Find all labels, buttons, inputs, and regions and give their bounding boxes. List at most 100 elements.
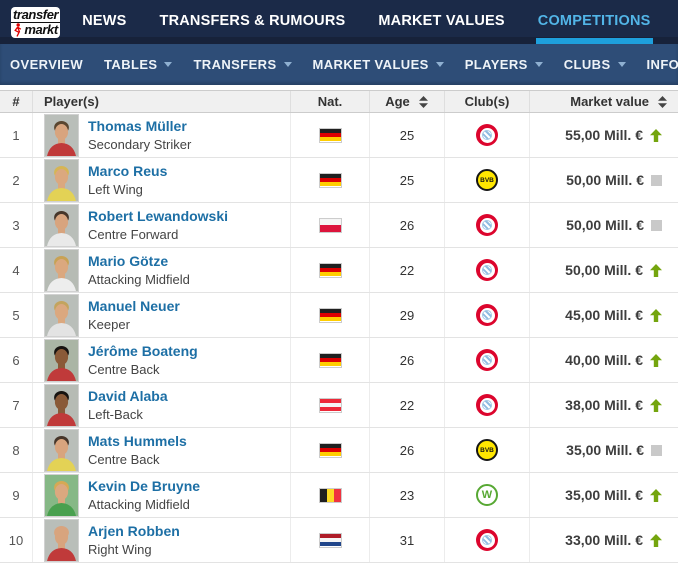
flag-austria <box>319 398 341 412</box>
market-value-table: # Player(s) Nat. Age Club(s) Market valu… <box>0 90 678 563</box>
trend-up-icon <box>650 128 662 142</box>
player-age: 22 <box>399 397 415 413</box>
flag-germany <box>319 308 341 322</box>
player-rank: 10 <box>8 532 24 548</box>
table-body: 1 Thomas Müller Secondary Striker 25 55,… <box>0 113 678 563</box>
player-age: 23 <box>399 487 415 503</box>
chevron-down-icon <box>617 62 626 67</box>
club-logo-borussia-dortmund: BVB <box>476 169 498 191</box>
club-logo-link[interactable] <box>476 214 498 236</box>
logo-text-markt: markt <box>24 22 58 37</box>
table-row: 7 David Alaba Left-Back 22 38,00 Mill. € <box>0 383 678 428</box>
player-name-link[interactable]: Kevin De Bruyne <box>88 477 201 494</box>
sort-icon-age[interactable] <box>418 95 429 108</box>
transfermarkt-logo[interactable]: transfer markt <box>11 6 61 38</box>
top-navigation: transfer markt NEWS TRANSFERS & RUMOURS MA… <box>0 0 678 44</box>
flag-belgium <box>319 488 341 502</box>
subnav-item-clubs[interactable]: CLUBS <box>564 57 626 72</box>
trend-up-icon <box>650 263 662 277</box>
flag-germany <box>319 263 341 277</box>
market-value: 55,00 Mill. € <box>565 127 643 143</box>
subnav-item-players[interactable]: PLAYERS <box>465 57 543 72</box>
flag-germany <box>319 173 341 187</box>
subnav-item-market-values[interactable]: MARKET VALUES <box>313 57 444 72</box>
subnav-item-information-fa[interactable]: INFORMATION & FA <box>646 57 678 72</box>
player-name-link[interactable]: Arjen Robben <box>88 522 180 539</box>
club-logo-link[interactable]: W <box>476 484 498 506</box>
table-row: 10 Arjen Robben Right Wing 31 33,00 Mill… <box>0 518 678 563</box>
player-rank: 6 <box>12 352 20 368</box>
player-name-link[interactable]: David Alaba <box>88 387 168 404</box>
player-rank: 5 <box>12 307 20 323</box>
club-logo-bayern-munich <box>476 214 498 236</box>
market-value: 45,00 Mill. € <box>565 307 643 323</box>
column-header-player: Player(s) <box>33 91 291 112</box>
table-row: 3 Robert Lewandowski Centre Forward 26 5… <box>0 203 678 248</box>
player-rank: 4 <box>12 262 20 278</box>
player-name-link[interactable]: Jérôme Boateng <box>88 342 198 359</box>
market-value: 50,00 Mill. € <box>566 172 644 188</box>
player-position: Centre Back <box>88 361 160 377</box>
logo-text-transfer: transfer <box>11 7 61 23</box>
player-name-link[interactable]: Thomas Müller <box>88 117 187 134</box>
club-logo-link[interactable] <box>476 124 498 146</box>
player-rank: 3 <box>12 217 20 233</box>
column-header-market-value: Market value <box>530 91 678 112</box>
club-logo-link[interactable] <box>476 529 498 551</box>
topnav-item-transfers-rumours[interactable]: TRANSFERS & RUMOURS <box>159 13 346 29</box>
flag-netherlands <box>319 533 341 547</box>
club-logo-link[interactable] <box>476 349 498 371</box>
subnav-item-transfers[interactable]: TRANSFERS <box>193 57 292 72</box>
player-age: 25 <box>399 172 415 188</box>
player-rank: 2 <box>12 172 20 188</box>
subnav-item-tables[interactable]: TABLES <box>104 57 173 72</box>
player-age: 31 <box>399 532 415 548</box>
player-age: 29 <box>399 307 415 323</box>
market-value: 50,00 Mill. € <box>566 217 644 233</box>
player-photo <box>45 294 78 336</box>
flag-germany <box>319 443 341 457</box>
market-value: 50,00 Mill. € <box>565 262 643 278</box>
flag-germany <box>319 353 341 367</box>
player-age: 26 <box>399 217 415 233</box>
chevron-down-icon <box>164 62 173 67</box>
club-logo-link[interactable]: BVB <box>476 169 498 191</box>
player-age: 25 <box>399 127 415 143</box>
market-value: 38,00 Mill. € <box>565 397 643 413</box>
trend-unchanged-icon <box>651 174 662 186</box>
club-logo-bayern-munich <box>476 394 498 416</box>
table-row: 6 Jérôme Boateng Centre Back 26 40,00 Mi… <box>0 338 678 383</box>
club-logo-link[interactable] <box>476 394 498 416</box>
topnav-item-competitions[interactable]: COMPETITIONS <box>535 0 653 45</box>
player-position: Centre Back <box>88 451 160 467</box>
trend-up-icon <box>650 308 662 322</box>
trend-up-icon <box>650 488 662 502</box>
sort-icon-market-value[interactable] <box>657 95 668 108</box>
column-header-nationality: Nat. <box>291 91 370 112</box>
player-name-link[interactable]: Manuel Neuer <box>88 297 180 314</box>
market-value: 35,00 Mill. € <box>566 442 644 458</box>
table-header: # Player(s) Nat. Age Club(s) Market valu… <box>0 90 678 113</box>
topnav-item-news[interactable]: NEWS <box>82 13 127 29</box>
topnav-item-market-values[interactable]: MARKET VALUES <box>378 13 505 29</box>
club-logo-link[interactable] <box>476 259 498 281</box>
club-logo-borussia-dortmund: BVB <box>476 439 498 461</box>
column-header-club: Club(s) <box>445 91 530 112</box>
club-logo-bayern-munich <box>476 304 498 326</box>
club-logo-link[interactable]: BVB <box>476 439 498 461</box>
player-name-link[interactable]: Mats Hummels <box>88 432 187 449</box>
player-position: Attacking Midfield <box>88 271 190 287</box>
player-name-link[interactable]: Mario Götze <box>88 252 169 269</box>
club-logo-bayern-munich <box>476 124 498 146</box>
table-row: 5 Manuel Neuer Keeper 29 45,00 Mill. € <box>0 293 678 338</box>
player-position: Keeper <box>88 316 130 332</box>
player-name-link[interactable]: Marco Reus <box>88 162 168 179</box>
player-name-link[interactable]: Robert Lewandowski <box>88 207 229 224</box>
subnav-item-overview[interactable]: OVERVIEW <box>10 57 84 72</box>
player-photo <box>45 159 78 201</box>
chevron-down-icon <box>435 62 444 67</box>
club-logo-link[interactable] <box>476 304 498 326</box>
player-age: 26 <box>399 352 415 368</box>
trend-up-icon <box>650 398 662 412</box>
trend-up-icon <box>650 353 662 367</box>
